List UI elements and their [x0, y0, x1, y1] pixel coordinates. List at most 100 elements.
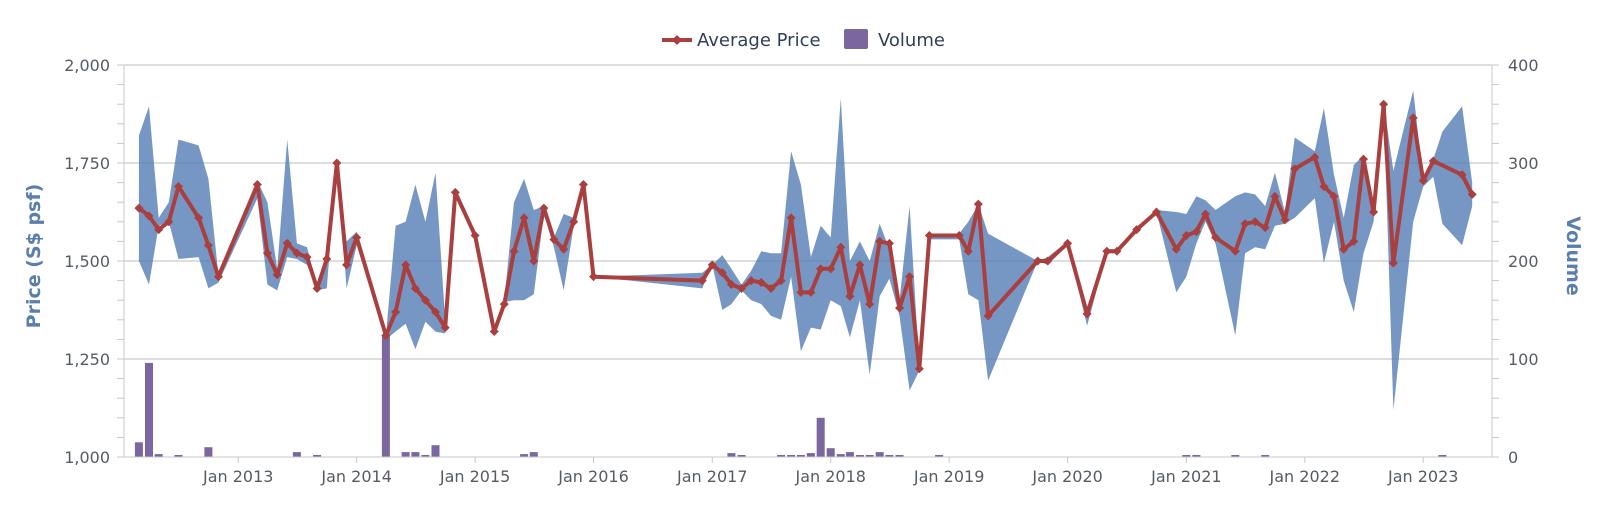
average-price-marker [1260, 223, 1270, 233]
average-price-marker [1033, 256, 1043, 266]
average-price-marker [213, 272, 223, 282]
average-price-marker [154, 225, 164, 235]
average-price-marker [954, 231, 964, 241]
volume-bar [292, 452, 301, 457]
average-price-marker [1310, 152, 1320, 162]
x-axis-tick-label: Jan 2013 [202, 467, 273, 486]
average-price-marker [292, 248, 302, 258]
volume-bar [411, 452, 420, 457]
average-price-marker [973, 199, 983, 209]
left-axis-tick-label: 1,250 [64, 350, 110, 369]
volume-bar [796, 455, 805, 457]
left-axis-tick-label: 1,500 [64, 252, 110, 271]
x-axis-tick-label: Jan 2018 [794, 467, 865, 486]
average-price-marker [1339, 244, 1349, 254]
average-price-marker [816, 264, 826, 274]
average-price-marker [519, 213, 529, 223]
average-price-marker [529, 256, 539, 266]
volume-bar [875, 452, 884, 457]
average-price-marker [470, 231, 480, 241]
average-price-marker [1270, 191, 1280, 201]
volume-bar [806, 453, 815, 457]
right-axis-tick-label: 300 [1508, 154, 1539, 173]
average-price-marker [1290, 164, 1300, 174]
volume-bar [520, 454, 529, 457]
price-range-band-layer [138, 90, 1473, 410]
average-price-marker [1428, 156, 1438, 166]
volume-bar [836, 454, 845, 457]
x-axis-tick-label: Jan 2023 [1387, 467, 1458, 486]
average-price-marker [450, 187, 460, 197]
average-price-marker [569, 217, 579, 227]
average-price-marker [401, 260, 411, 270]
average-price-marker [1349, 236, 1359, 246]
average-price-marker [1250, 217, 1260, 227]
average-price-marker [895, 303, 905, 313]
average-price-marker [430, 307, 440, 317]
left-axis-tick-label: 2,000 [64, 56, 110, 75]
volume-bar [1182, 455, 1191, 457]
volume-bar [865, 455, 874, 457]
volume-bar [134, 442, 143, 457]
average-price-marker [963, 246, 973, 256]
average-price-line-layer [134, 99, 1477, 374]
average-price-marker [707, 260, 717, 270]
x-axis-tick-label: Jan 2016 [557, 467, 628, 486]
volume-bar [845, 452, 854, 457]
average-price-marker [766, 283, 776, 293]
average-price-marker [756, 278, 766, 288]
volume-bar [431, 445, 440, 457]
average-price-marker [697, 276, 707, 286]
axes-layer: 1,000 1,250 1,500 1,750 2,000 0 100 200 300 400 Ja… [64, 56, 1538, 486]
average-price-marker [134, 203, 144, 213]
average-price-marker [726, 280, 736, 290]
average-price-marker [776, 276, 786, 286]
volume-bar [529, 452, 538, 457]
average-price-marker [1457, 170, 1467, 180]
average-price-marker [164, 217, 174, 227]
average-price-marker [420, 295, 430, 305]
legend-item-average-price[interactable]: Average Price [662, 30, 821, 51]
average-price-marker [410, 283, 420, 293]
left-axis-tick-label: 1,000 [64, 448, 110, 467]
average-price-marker [342, 260, 352, 270]
average-price-marker [717, 268, 727, 278]
volume-bar [885, 455, 894, 457]
right-axis-tick-label: 100 [1508, 350, 1539, 369]
average-price-marker [796, 287, 806, 297]
average-price-marker [836, 242, 846, 252]
average-price-marker [1043, 256, 1053, 266]
x-axis-tick-label: Jan 2022 [1269, 467, 1340, 486]
left-axis-title: Price (S$ psf) [23, 184, 45, 329]
volume-bar [787, 455, 796, 457]
average-price-marker [905, 272, 915, 282]
average-price-marker [1408, 113, 1418, 123]
average-price-marker [262, 248, 272, 258]
volume-bar [204, 447, 213, 457]
volume-bar [154, 454, 163, 457]
volume-bar [401, 452, 410, 457]
average-price-marker [845, 291, 855, 301]
volume-bar [421, 455, 430, 457]
average-price-marker [924, 231, 934, 241]
volume-bar [174, 455, 183, 457]
average-price-marker [174, 182, 184, 192]
average-price-marker [1388, 258, 1398, 268]
average-price-marker [302, 252, 312, 262]
average-price-marker [499, 299, 509, 309]
legend-item-volume[interactable]: Volume [844, 29, 945, 51]
average-price-marker [1329, 191, 1339, 201]
average-price-marker [1102, 246, 1112, 256]
average-price-marker [489, 327, 499, 337]
average-price-marker [806, 287, 816, 297]
average-price-marker [252, 180, 262, 190]
volume-bar [895, 455, 904, 457]
average-price-marker [1132, 225, 1142, 235]
average-price-marker [144, 211, 154, 221]
average-price-marker [1191, 227, 1201, 237]
average-price-marker [509, 246, 519, 256]
legend[interactable]: Average Price Volume [662, 29, 945, 51]
average-price-marker [1369, 207, 1379, 217]
average-price-marker [203, 240, 213, 250]
